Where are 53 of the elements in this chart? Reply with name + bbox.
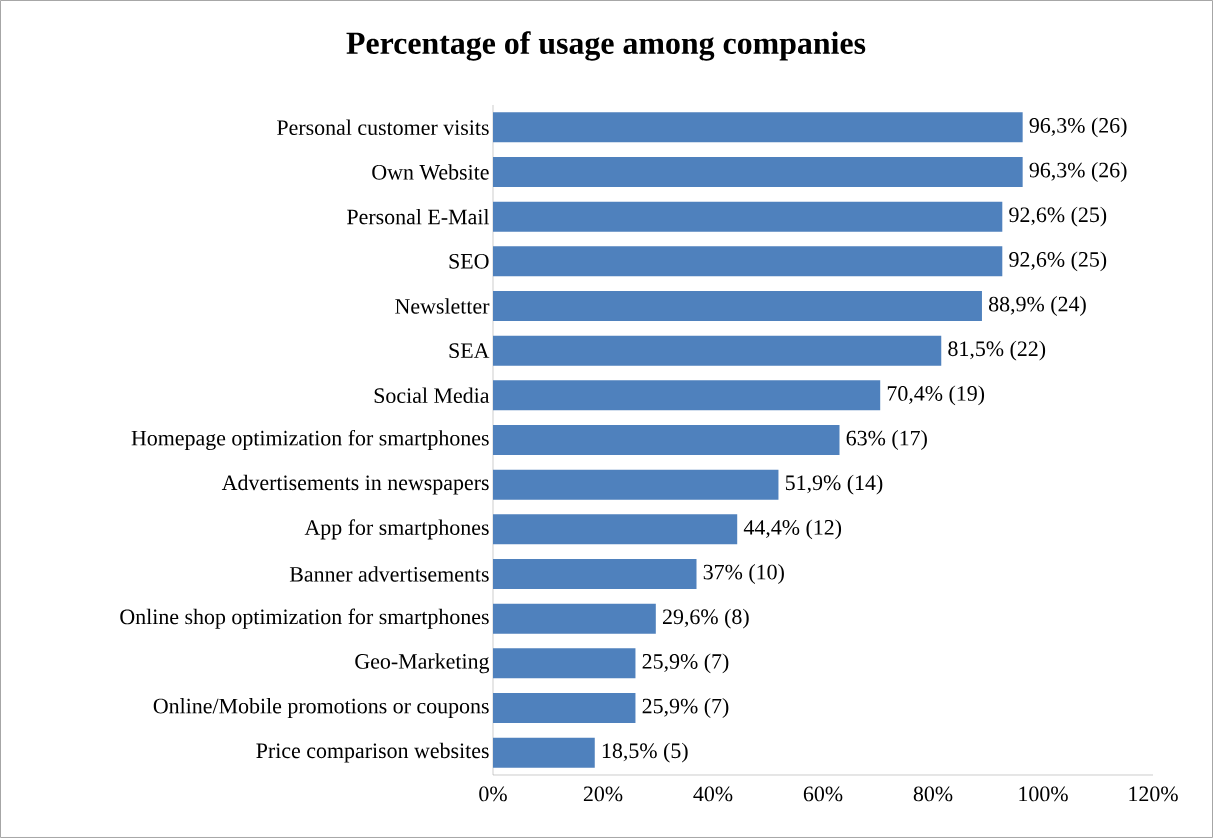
bar xyxy=(493,201,1003,232)
y-tick-label: Social Media xyxy=(374,387,490,404)
y-tick-label: Personal customer visits xyxy=(277,119,489,136)
data-label: 92,6% (25) xyxy=(1009,251,1107,272)
data-label: 96,3% (26) xyxy=(1029,117,1127,138)
y-tick-label: App for smartphones xyxy=(304,519,489,540)
y-tick-label: Personal E-Mail xyxy=(347,208,490,225)
bar xyxy=(493,290,982,321)
bar xyxy=(493,424,840,455)
y-tick-label: Online shop optimization for smartphones xyxy=(120,608,489,629)
bar xyxy=(493,603,656,634)
data-label: 96,3% (26) xyxy=(1029,162,1127,182)
y-tick-label: Price comparison websites xyxy=(256,742,489,763)
y-tick-label: Geo-Marketing xyxy=(355,653,490,674)
y-tick-label: SEO xyxy=(449,253,489,269)
data-label: 70,4% (19) xyxy=(887,385,985,406)
x-tick-label: 100% xyxy=(1019,786,1068,802)
bar xyxy=(493,692,636,723)
bar xyxy=(493,156,1023,187)
data-label: 25,9% (7) xyxy=(642,653,729,674)
data-label: 25,9% (7) xyxy=(642,698,729,718)
data-label: 92,6% (25) xyxy=(1009,206,1107,227)
data-label: 51,9% (14) xyxy=(785,474,883,495)
bar xyxy=(493,648,636,679)
y-tick-label: Advertisements in newspapers xyxy=(221,474,489,495)
y-tick-label: Banner advertisements xyxy=(289,566,489,582)
x-tick-label: 20% xyxy=(583,786,623,802)
bar xyxy=(493,469,779,500)
bar xyxy=(493,514,738,545)
chart-title: Percentage of usage among companies xyxy=(346,31,866,61)
x-tick-label: 80% xyxy=(913,786,953,802)
bar xyxy=(493,112,1023,143)
x-tick-label: 120% xyxy=(1129,786,1178,802)
x-tick-label: 40% xyxy=(693,786,733,802)
bar xyxy=(493,737,595,768)
data-label: 88,9% (24) xyxy=(988,296,1086,316)
y-tick-label: Newsletter xyxy=(395,298,490,314)
bar xyxy=(493,380,881,411)
bar xyxy=(493,335,942,366)
y-tick-label: Own Website xyxy=(372,164,489,180)
data-label: 81,5% (22) xyxy=(948,340,1046,361)
y-tick-label: SEA xyxy=(449,343,490,359)
data-label: 63% (17) xyxy=(846,430,927,450)
bar xyxy=(493,558,697,589)
bar xyxy=(493,246,1003,277)
data-label: 18,5% (5) xyxy=(602,742,688,763)
x-tick-label: 0% xyxy=(479,786,507,802)
data-label: 44,4% (12) xyxy=(743,519,842,540)
x-tick-label: 60% xyxy=(803,786,843,802)
data-label: 29,6% (8) xyxy=(662,608,749,629)
y-tick-label: Homepage optimization for smartphones xyxy=(131,429,489,451)
data-label: 37% (10) xyxy=(703,564,784,584)
y-tick-label: Online/Mobile promotions or coupons xyxy=(153,698,489,718)
